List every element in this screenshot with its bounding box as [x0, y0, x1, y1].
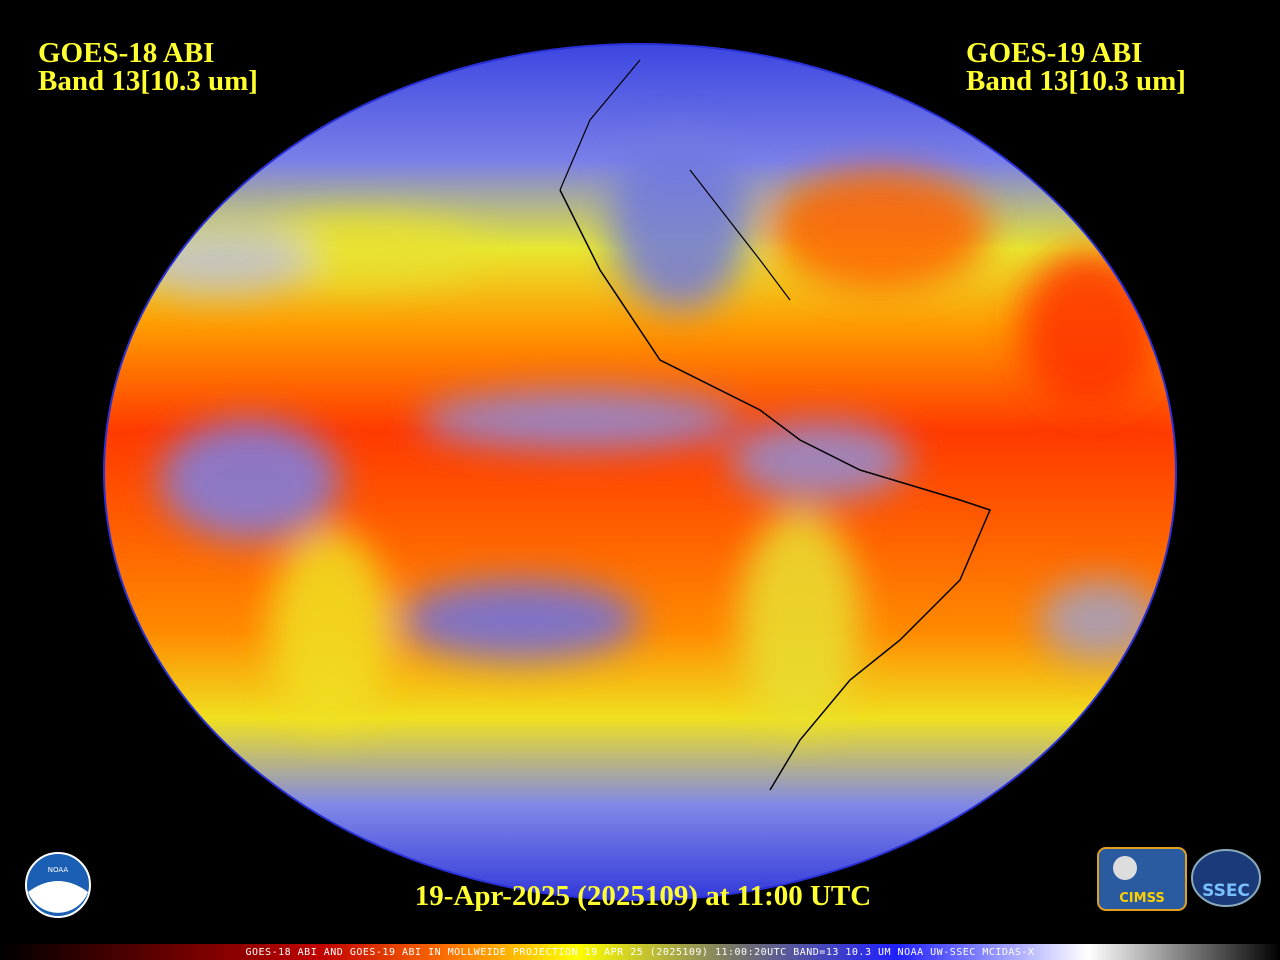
cimss-logo: CIMSS	[1097, 847, 1187, 911]
color-bar	[0, 944, 1280, 960]
footer: GOES-18 ABI AND GOES-19 ABI IN MOLLWEIDE…	[246, 947, 1035, 958]
cimss-text: CIMSS	[1119, 891, 1164, 906]
timestamp: 19-Apr-2025 (2025109) at 11:00 UTC	[415, 880, 871, 912]
left-band: Band 13[10.3 um]	[38, 65, 258, 97]
noaa-logo: NOAA	[25, 852, 91, 918]
ssec-logo: SSEC	[1191, 849, 1261, 907]
right-band: Band 13[10.3 um]	[966, 65, 1186, 97]
noaa-text: NOAA	[48, 866, 69, 874]
right-title: GOES-19 ABI	[966, 37, 1142, 69]
left-title: GOES-18 ABI	[38, 37, 214, 69]
ssec-text: SSEC	[1202, 881, 1250, 901]
globe-rim	[103, 43, 1177, 901]
globe	[104, 44, 1176, 900]
